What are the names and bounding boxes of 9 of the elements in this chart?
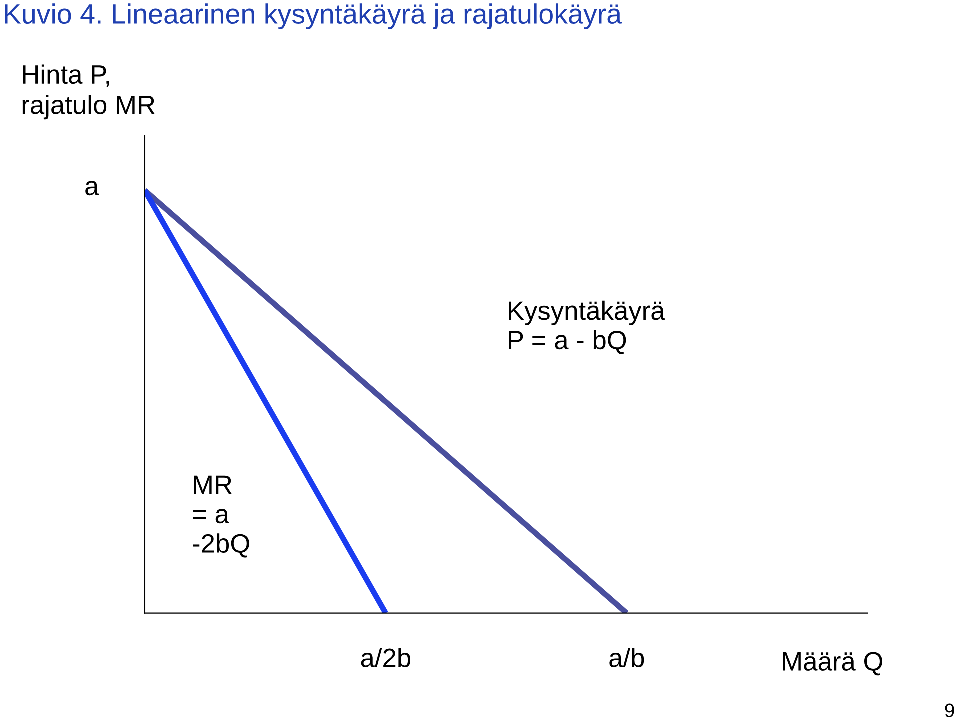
- y-axis-title: Hinta P, rajatulo MR: [22, 64, 155, 120]
- x-tick-label: a/b: [610, 648, 644, 668]
- annotation: MR = a -2bQ: [193, 476, 250, 558]
- x-tick-label: a/2b: [361, 648, 410, 668]
- text: a: [86, 181, 100, 196]
- x-axis-title: Määrä Q: [783, 652, 882, 676]
- chart-title: Kuvio 4. Lineaarinen kysyntäkäyrä ja rajatulokäyrä: [5, 4, 622, 30]
- text: 9: [945, 704, 954, 718]
- annotation: Kysyntäkäyrä P = a - bQ: [509, 300, 666, 354]
